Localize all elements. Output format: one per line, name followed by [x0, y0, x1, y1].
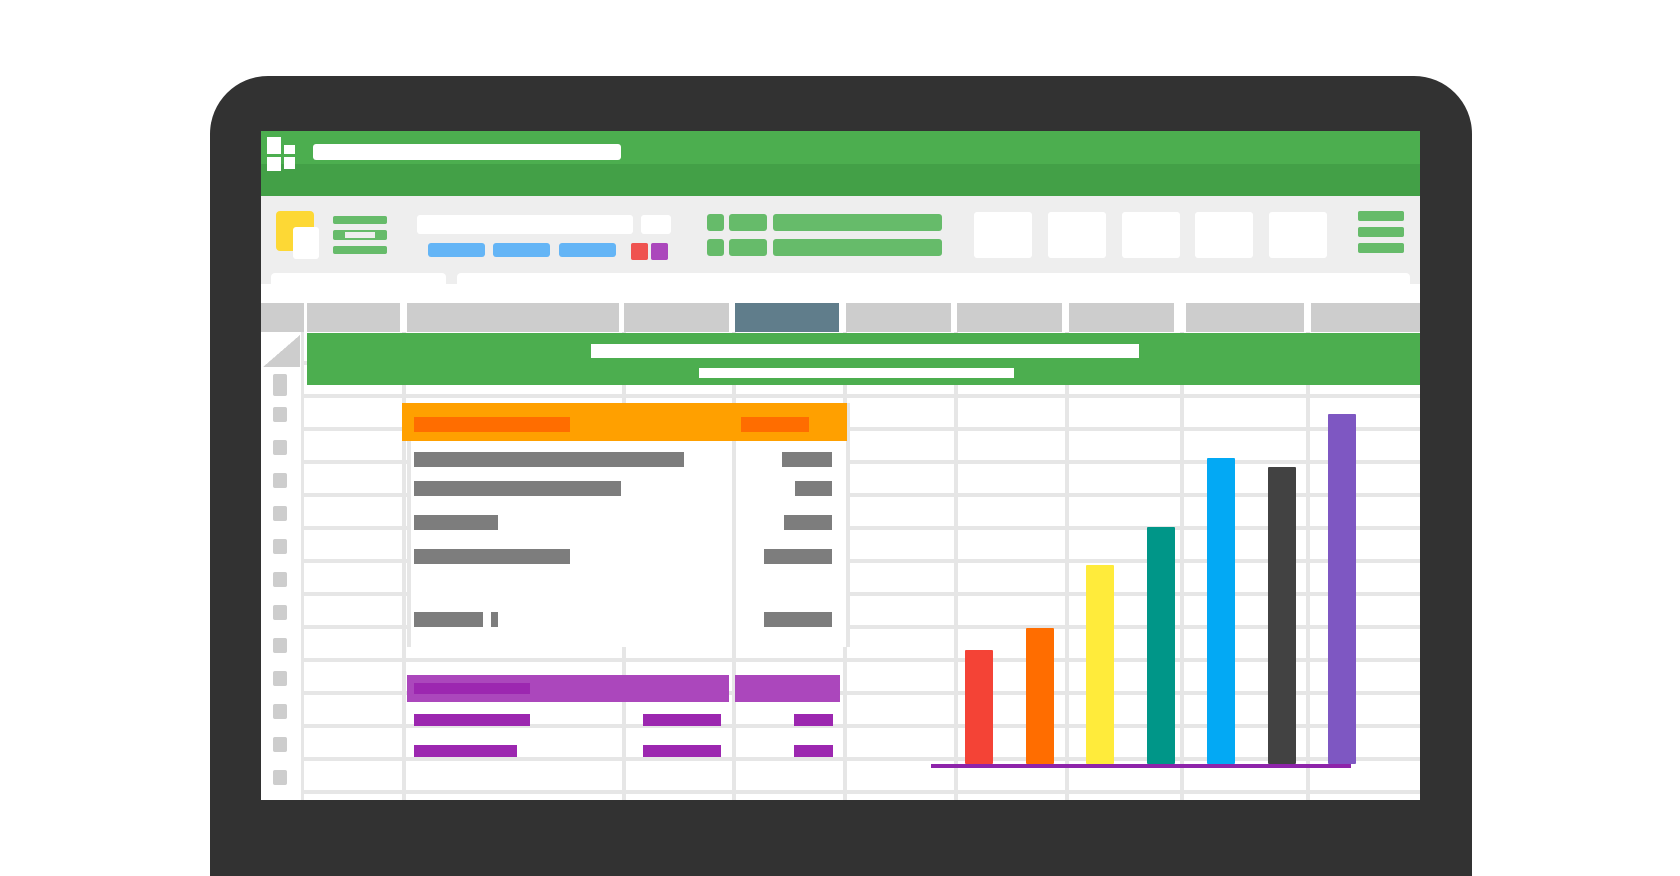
row-header-column — [261, 332, 304, 800]
underline-button[interactable] — [559, 243, 616, 257]
paste-clipboard-icon[interactable] — [276, 211, 320, 259]
row-header-4[interactable] — [273, 473, 287, 488]
formula-input[interactable] — [457, 273, 1410, 295]
font-size-input[interactable] — [641, 215, 671, 234]
name-box[interactable] — [271, 273, 446, 295]
column-header-i[interactable] — [1311, 303, 1420, 332]
total-row-1-value — [794, 714, 833, 726]
row-header-8[interactable] — [273, 605, 287, 620]
table-row-3-value — [784, 515, 832, 530]
table-row-4-label — [414, 549, 570, 564]
font-color-swatch[interactable] — [631, 243, 648, 260]
wrap-text-button[interactable] — [773, 214, 942, 231]
select-all-corner[interactable] — [261, 303, 304, 332]
spreadsheet-logo-icon — [267, 137, 297, 171]
chart-x-axis — [931, 764, 1351, 768]
column-header-a[interactable] — [307, 303, 400, 332]
column-header-g[interactable] — [1069, 303, 1174, 332]
row-header-5[interactable] — [273, 506, 287, 521]
bold-button[interactable] — [428, 243, 485, 257]
bar-chart[interactable] — [931, 401, 1356, 771]
fill-color-swatch[interactable] — [651, 243, 668, 260]
total-header-label — [414, 683, 530, 694]
indent-button[interactable] — [729, 239, 767, 256]
row-header-9[interactable] — [273, 638, 287, 653]
total-row-2-mid — [643, 745, 721, 757]
report-title-placeholder — [591, 344, 1139, 358]
total-row-2-value — [794, 745, 833, 757]
style-button-1[interactable] — [974, 212, 1032, 258]
row-header-1[interactable] — [273, 374, 287, 396]
total-row-1-label — [414, 714, 530, 726]
table-row-5-value — [764, 612, 832, 627]
column-header-e[interactable] — [846, 303, 951, 332]
select-all-corner-icon[interactable] — [263, 335, 300, 367]
align-center-button[interactable] — [729, 214, 767, 231]
row-header-3[interactable] — [273, 440, 287, 455]
chart-bar-5 — [1207, 458, 1235, 764]
style-button-4[interactable] — [1195, 212, 1253, 258]
chart-bar-2 — [1026, 628, 1054, 764]
chart-bar-1 — [965, 650, 993, 764]
ribbon-tab-strip — [261, 164, 1420, 196]
hamburger-menu-icon[interactable] — [1358, 211, 1404, 255]
row-header-7[interactable] — [273, 572, 287, 587]
table-row-3-label — [414, 515, 498, 530]
row-header-10[interactable] — [273, 671, 287, 686]
report-subtitle-placeholder — [699, 368, 1014, 378]
table-row-4-value — [764, 549, 832, 564]
document-title-placeholder — [313, 144, 621, 160]
row-header-11[interactable] — [273, 704, 287, 719]
align-bottom-button[interactable] — [707, 239, 724, 256]
row-header-6[interactable] — [273, 539, 287, 554]
spreadsheet-window — [261, 131, 1420, 800]
merge-center-button[interactable] — [773, 239, 942, 256]
row-header-13[interactable] — [273, 770, 287, 785]
table-header-label — [414, 417, 570, 432]
column-header-d-selected[interactable] — [735, 303, 839, 332]
column-header-b[interactable] — [407, 303, 619, 332]
data-table-column-divider — [732, 403, 736, 647]
font-name-input[interactable] — [417, 215, 633, 234]
style-button-2[interactable] — [1048, 212, 1106, 258]
style-button-3[interactable] — [1122, 212, 1180, 258]
column-header-c[interactable] — [624, 303, 729, 332]
chart-bar-6 — [1268, 467, 1296, 764]
format-list-icon[interactable] — [333, 216, 387, 256]
table-row-1-value — [782, 452, 832, 467]
chart-bar-4 — [1147, 527, 1175, 764]
table-row-1-label — [414, 452, 684, 467]
table-header-value — [741, 417, 809, 432]
table-row-2-label — [414, 481, 621, 496]
table-row-5-label — [414, 612, 483, 627]
chart-bar-7 — [1328, 414, 1356, 764]
italic-button[interactable] — [493, 243, 550, 257]
align-left-button[interactable] — [707, 214, 724, 231]
column-header-h[interactable] — [1186, 303, 1304, 332]
total-row-1-mid — [643, 714, 721, 726]
row-header-12[interactable] — [273, 737, 287, 752]
chart-bar-3 — [1086, 565, 1114, 764]
column-header-f[interactable] — [957, 303, 1062, 332]
table-row-5-marker — [491, 612, 498, 627]
total-row-2-label — [414, 745, 517, 757]
style-button-5[interactable] — [1269, 212, 1327, 258]
table-row-2-value — [795, 481, 832, 496]
row-header-2[interactable] — [273, 407, 287, 422]
total-header-value-cell — [735, 675, 840, 702]
